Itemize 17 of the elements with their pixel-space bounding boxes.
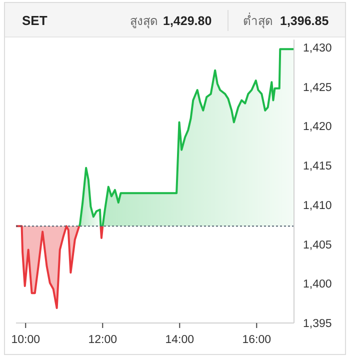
xtick: 10:00: [11, 334, 40, 346]
annotation: สูงสุด: [130, 14, 158, 28]
ytick: 1,400: [303, 278, 332, 291]
ytick: 1,420: [303, 121, 332, 134]
xtick: 14:00: [165, 334, 194, 346]
ytick: 1,395: [303, 318, 332, 330]
annotation: 1,429.80: [163, 14, 212, 28]
ytick: 1,410: [303, 200, 332, 212]
annotation: ต่ำสุด: [243, 14, 273, 28]
ytick: 1,405: [303, 239, 332, 252]
title: SET: [22, 13, 48, 28]
xtick: 16:00: [242, 334, 272, 346]
xtick: 12:00: [88, 334, 118, 346]
ytick: 1,415: [303, 160, 332, 173]
ytick: 1,425: [303, 82, 332, 94]
ytick: 1,430: [303, 42, 332, 54]
annotation: 1,396.85: [280, 14, 329, 28]
